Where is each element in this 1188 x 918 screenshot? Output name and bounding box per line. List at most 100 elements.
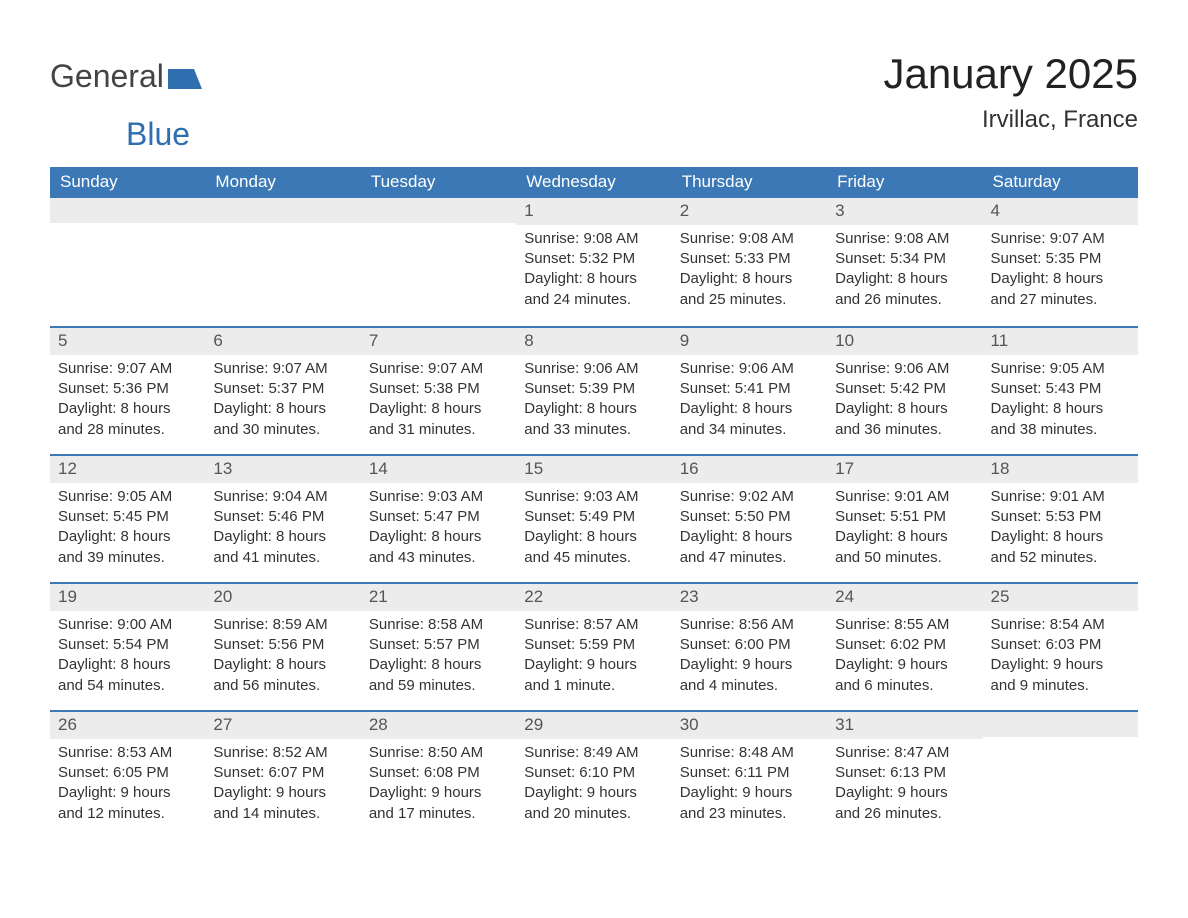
day-number: 17: [827, 456, 982, 483]
sunrise-text: Sunrise: 9:04 AM: [213, 487, 352, 507]
sunrise-text: Sunrise: 9:00 AM: [58, 615, 197, 635]
day-number: 26: [50, 712, 205, 739]
daylight-text: Daylight: 8 hours and 25 minutes.: [680, 269, 819, 310]
calendar-day-cell: 21Sunrise: 8:58 AMSunset: 5:57 PMDayligh…: [361, 584, 516, 710]
day-data: Sunrise: 9:01 AMSunset: 5:53 PMDaylight:…: [983, 483, 1138, 578]
sunrise-text: Sunrise: 9:03 AM: [369, 487, 508, 507]
daylight-text: Daylight: 9 hours and 17 minutes.: [369, 783, 508, 824]
calendar-day-cell: 5Sunrise: 9:07 AMSunset: 5:36 PMDaylight…: [50, 328, 205, 454]
sunset-text: Sunset: 5:36 PM: [58, 379, 197, 399]
day-data: Sunrise: 9:03 AMSunset: 5:49 PMDaylight:…: [516, 483, 671, 578]
daylight-text: Daylight: 8 hours and 24 minutes.: [524, 269, 663, 310]
day-number: [361, 198, 516, 223]
logo-flag-icon: [168, 65, 202, 89]
calendar-day-cell: 2Sunrise: 9:08 AMSunset: 5:33 PMDaylight…: [672, 198, 827, 326]
day-number: 19: [50, 584, 205, 611]
day-data: Sunrise: 9:05 AMSunset: 5:43 PMDaylight:…: [983, 355, 1138, 450]
weekday-header: Sunday: [50, 167, 205, 198]
calendar-day-cell: 18Sunrise: 9:01 AMSunset: 5:53 PMDayligh…: [983, 456, 1138, 582]
day-data: Sunrise: 8:55 AMSunset: 6:02 PMDaylight:…: [827, 611, 982, 706]
day-number: 12: [50, 456, 205, 483]
day-data: Sunrise: 9:04 AMSunset: 5:46 PMDaylight:…: [205, 483, 360, 578]
day-number: 14: [361, 456, 516, 483]
sunset-text: Sunset: 6:00 PM: [680, 635, 819, 655]
day-number: 4: [983, 198, 1138, 225]
logo: General: [50, 50, 196, 95]
weeks-container: 1Sunrise: 9:08 AMSunset: 5:32 PMDaylight…: [50, 198, 1138, 838]
title-block: January 2025 Irvillac, France: [883, 50, 1138, 134]
calendar-day-cell: [205, 198, 360, 326]
month-title: January 2025: [883, 50, 1138, 98]
calendar: Sunday Monday Tuesday Wednesday Thursday…: [50, 167, 1138, 838]
calendar-day-cell: 16Sunrise: 9:02 AMSunset: 5:50 PMDayligh…: [672, 456, 827, 582]
calendar-day-cell: 26Sunrise: 8:53 AMSunset: 6:05 PMDayligh…: [50, 712, 205, 838]
daylight-text: Daylight: 9 hours and 6 minutes.: [835, 655, 974, 696]
sunrise-text: Sunrise: 8:52 AM: [213, 743, 352, 763]
daylight-text: Daylight: 8 hours and 28 minutes.: [58, 399, 197, 440]
day-data: Sunrise: 9:08 AMSunset: 5:33 PMDaylight:…: [672, 225, 827, 320]
sunrise-text: Sunrise: 9:03 AM: [524, 487, 663, 507]
calendar-day-cell: 20Sunrise: 8:59 AMSunset: 5:56 PMDayligh…: [205, 584, 360, 710]
calendar-week-row: 12Sunrise: 9:05 AMSunset: 5:45 PMDayligh…: [50, 454, 1138, 582]
daylight-text: Daylight: 8 hours and 30 minutes.: [213, 399, 352, 440]
calendar-day-cell: 19Sunrise: 9:00 AMSunset: 5:54 PMDayligh…: [50, 584, 205, 710]
day-data: Sunrise: 9:07 AMSunset: 5:36 PMDaylight:…: [50, 355, 205, 450]
sunrise-text: Sunrise: 8:47 AM: [835, 743, 974, 763]
day-data: Sunrise: 8:52 AMSunset: 6:07 PMDaylight:…: [205, 739, 360, 834]
calendar-week-row: 26Sunrise: 8:53 AMSunset: 6:05 PMDayligh…: [50, 710, 1138, 838]
daylight-text: Daylight: 8 hours and 43 minutes.: [369, 527, 508, 568]
calendar-day-cell: [50, 198, 205, 326]
daylight-text: Daylight: 9 hours and 23 minutes.: [680, 783, 819, 824]
day-number: [205, 198, 360, 223]
sunset-text: Sunset: 5:33 PM: [680, 249, 819, 269]
day-data: Sunrise: 8:53 AMSunset: 6:05 PMDaylight:…: [50, 739, 205, 834]
sunset-text: Sunset: 5:38 PM: [369, 379, 508, 399]
calendar-day-cell: 7Sunrise: 9:07 AMSunset: 5:38 PMDaylight…: [361, 328, 516, 454]
sunset-text: Sunset: 5:51 PM: [835, 507, 974, 527]
day-data: Sunrise: 9:05 AMSunset: 5:45 PMDaylight:…: [50, 483, 205, 578]
day-number: 13: [205, 456, 360, 483]
sunset-text: Sunset: 6:08 PM: [369, 763, 508, 783]
calendar-day-cell: 13Sunrise: 9:04 AMSunset: 5:46 PMDayligh…: [205, 456, 360, 582]
sunset-text: Sunset: 6:07 PM: [213, 763, 352, 783]
weekday-header-row: Sunday Monday Tuesday Wednesday Thursday…: [50, 167, 1138, 198]
sunrise-text: Sunrise: 9:06 AM: [680, 359, 819, 379]
day-number: 11: [983, 328, 1138, 355]
daylight-text: Daylight: 9 hours and 14 minutes.: [213, 783, 352, 824]
day-data: Sunrise: 8:48 AMSunset: 6:11 PMDaylight:…: [672, 739, 827, 834]
day-data: Sunrise: 9:02 AMSunset: 5:50 PMDaylight:…: [672, 483, 827, 578]
sunrise-text: Sunrise: 9:07 AM: [991, 229, 1130, 249]
calendar-day-cell: 14 Sunrise: 9:03 AMSunset: 5:47 PMDayligh…: [361, 456, 516, 582]
sunrise-text: Sunrise: 8:58 AM: [369, 615, 508, 635]
sunrise-text: Sunrise: 8:55 AM: [835, 615, 974, 635]
calendar-day-cell: 23Sunrise: 8:56 AMSunset: 6:00 PMDayligh…: [672, 584, 827, 710]
sunset-text: Sunset: 5:56 PM: [213, 635, 352, 655]
daylight-text: Daylight: 8 hours and 38 minutes.: [991, 399, 1130, 440]
calendar-day-cell: 29Sunrise: 8:49 AMSunset: 6:10 PMDayligh…: [516, 712, 671, 838]
sunrise-text: Sunrise: 9:07 AM: [213, 359, 352, 379]
day-data: Sunrise: 9:07 AMSunset: 5:35 PMDaylight:…: [983, 225, 1138, 320]
day-number: 7: [361, 328, 516, 355]
day-data: Sunrise: 8:58 AMSunset: 5:57 PMDaylight:…: [361, 611, 516, 706]
sunset-text: Sunset: 6:02 PM: [835, 635, 974, 655]
sunset-text: Sunset: 6:13 PM: [835, 763, 974, 783]
day-data: Sunrise: 8:50 AMSunset: 6:08 PMDaylight:…: [361, 739, 516, 834]
sunset-text: Sunset: 5:43 PM: [991, 379, 1130, 399]
sunrise-text: Sunrise: 9:01 AM: [991, 487, 1130, 507]
sunset-text: Sunset: 5:46 PM: [213, 507, 352, 527]
sunrise-text: Sunrise: 9:02 AM: [680, 487, 819, 507]
day-number: 2: [672, 198, 827, 225]
day-number: 25: [983, 584, 1138, 611]
sunset-text: Sunset: 5:45 PM: [58, 507, 197, 527]
calendar-week-row: 1Sunrise: 9:08 AMSunset: 5:32 PMDaylight…: [50, 198, 1138, 326]
daylight-text: Daylight: 8 hours and 52 minutes.: [991, 527, 1130, 568]
sunset-text: Sunset: 5:47 PM: [369, 507, 508, 527]
sunset-text: Sunset: 5:50 PM: [680, 507, 819, 527]
calendar-day-cell: 10Sunrise: 9:06 AMSunset: 5:42 PMDayligh…: [827, 328, 982, 454]
daylight-text: Daylight: 8 hours and 50 minutes.: [835, 527, 974, 568]
daylight-text: Daylight: 8 hours and 31 minutes.: [369, 399, 508, 440]
calendar-week-row: 19Sunrise: 9:00 AMSunset: 5:54 PMDayligh…: [50, 582, 1138, 710]
sunrise-text: Sunrise: 9:05 AM: [58, 487, 197, 507]
calendar-day-cell: 6Sunrise: 9:07 AMSunset: 5:37 PMDaylight…: [205, 328, 360, 454]
sunrise-text: Sunrise: 9:06 AM: [835, 359, 974, 379]
